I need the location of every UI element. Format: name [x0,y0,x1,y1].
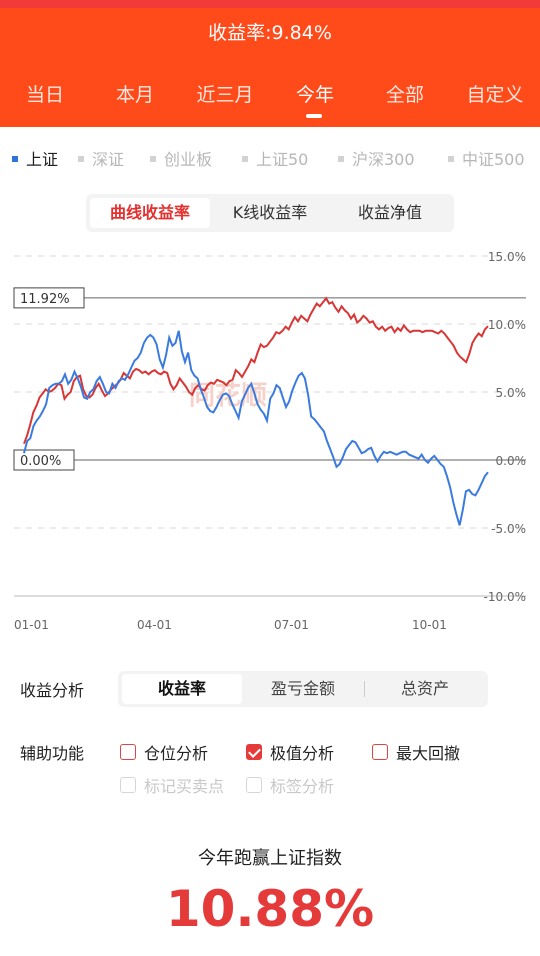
analysis-pnl-button[interactable]: 盈亏金额 [270,679,335,698]
yield-chart: 同花顺 15.0% 10.0% 5.0% 0.0% -5.0% -10.0% 1… [13,250,527,632]
index-selector: 上证 深证 创业板 上证50 沪深300 中证500 [0,146,540,170]
header-bar: 收益率:9.84% 当日 本月 近三月 今年 全部 自定义 [0,0,540,127]
index-item-sz[interactable]: 深证 [78,146,124,170]
y-tick-label: 0.0% [496,454,527,468]
checkbox-icon[interactable] [372,744,388,760]
index-item-zz500[interactable]: 中证500 [448,146,525,170]
tab-this-year[interactable]: 今年 [295,84,334,106]
y-tick-label: 15.0% [488,250,526,264]
checkbox-mark-trades: 标记买卖点 [120,773,224,797]
index-label: 深证 [92,150,125,169]
checkbox-icon [246,777,262,793]
tab-today[interactable]: 当日 [25,84,64,106]
checkbox-icon[interactable] [120,744,136,760]
chart-mode-switch: 曲线收益率 K线收益率 收益净值 [86,194,454,232]
analysis-assets-button[interactable]: 总资产 [400,679,449,698]
y-tick-label: 10.0% [488,318,526,332]
tab-month[interactable]: 本月 [115,84,154,106]
yield-title: 收益率:9.84% [208,22,332,44]
tab-three-months[interactable]: 近三月 [196,84,254,106]
index-item-hs300[interactable]: 沪深300 [338,146,415,170]
status-strip [0,0,540,8]
mode-kline-button[interactable]: K线收益率 [232,203,308,222]
legend-dot-icon [448,155,454,162]
legend-dot-icon [150,155,156,162]
x-tick-label: 10-01 [412,618,447,632]
x-tick-label: 07-01 [274,618,309,632]
series-line-portfolio [23,296,489,445]
analysis-yield-button[interactable]: 收益率 [122,674,242,704]
checkbox-label: 仓位分析 [144,744,209,763]
legend-dot-icon [242,155,248,162]
segment-separator [364,681,365,697]
period-tabs: 当日 本月 近三月 今年 全部 自定义 [0,80,540,110]
index-label: 创业板 [164,150,213,169]
tab-all[interactable]: 全部 [385,84,424,106]
checkbox-checked-icon[interactable] [246,744,262,760]
index-label: 中证500 [462,150,525,169]
x-tick-label: 04-01 [137,618,172,632]
checkbox-label: 极值分析 [270,744,335,763]
max-reference-label: 11.92% [20,292,70,307]
checkbox-label: 标记买卖点 [144,777,225,796]
tab-custom[interactable]: 自定义 [466,84,524,106]
y-tick-label: 5.0% [496,386,527,400]
checkbox-label: 最大回撤 [396,744,461,763]
index-label: 上证50 [256,150,309,169]
mode-nav-button[interactable]: 收益净值 [357,203,422,222]
zero-reference-box [13,449,75,471]
y-tick-label: -5.0% [491,522,526,536]
beat-index-value: 10.88% [165,880,375,938]
analysis-label: 收益分析 [20,681,85,700]
checkbox-max-drawdown[interactable]: 最大回撤 [372,740,460,764]
assist-label: 辅助功能 [20,744,85,763]
index-item-sh[interactable]: 上证 [12,146,58,170]
zero-reference-label: 0.00% [20,454,61,469]
legend-dot-icon [12,155,18,162]
index-item-gem[interactable]: 创业板 [150,146,212,170]
checkbox-icon [120,777,136,793]
index-item-sz50[interactable]: 上证50 [242,146,308,170]
beat-index-title: 今年跑赢上证指数 [198,848,342,869]
y-tick-label: -10.0% [484,590,526,604]
checkbox-extreme-analysis[interactable]: 极值分析 [246,740,334,764]
index-label: 上证 [26,150,59,169]
checkbox-label: 标签分析 [270,777,335,796]
index-label: 沪深300 [352,150,415,169]
mode-curve-button[interactable]: 曲线收益率 [90,198,210,228]
active-tab-indicator [306,114,322,118]
max-reference-box [13,287,85,309]
legend-dot-icon [78,155,84,162]
checkbox-tag-analysis: 标签分析 [246,773,334,797]
legend-dot-icon [338,155,344,162]
checkbox-position-analysis[interactable]: 仓位分析 [120,740,208,764]
series-line-shanghai [23,330,489,526]
analysis-switch: 收益率 盈亏金额 总资产 [118,671,488,707]
x-tick-label: 01-01 [14,618,49,632]
